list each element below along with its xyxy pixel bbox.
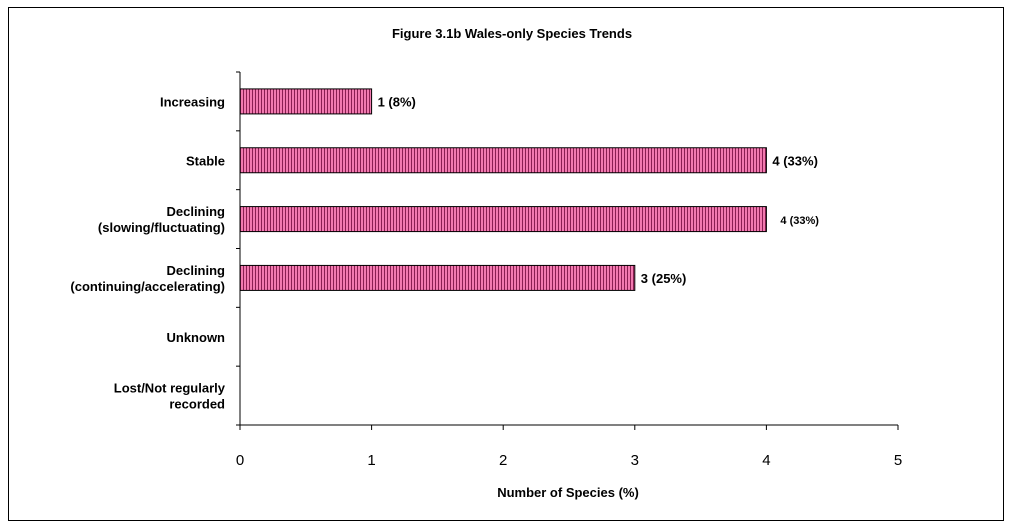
y-category-label: Lost/Not regularly bbox=[114, 381, 226, 396]
y-category-label: Declining bbox=[166, 263, 225, 278]
x-tick-label: 0 bbox=[236, 452, 244, 469]
plot-area: 0 1 2 3 4 5 Increasing 1 (8%) Stable 4 (33%) Decli… bbox=[70, 71, 902, 469]
y-category-label: recorded bbox=[169, 397, 225, 412]
y-category-label: Declining bbox=[166, 204, 225, 219]
bar bbox=[239, 147, 767, 174]
x-axis-label: Number of Species (%) bbox=[497, 485, 639, 500]
x-tick-label: 1 bbox=[367, 452, 375, 469]
x-tick-label: 4 bbox=[762, 452, 770, 469]
chart-title: Figure 3.1b Wales-only Species Trends bbox=[392, 26, 632, 41]
bar bbox=[239, 264, 636, 291]
data-label: 4 (33%) bbox=[772, 153, 818, 168]
x-tick-label: 5 bbox=[894, 452, 902, 469]
x-tick-label: 2 bbox=[499, 452, 507, 469]
y-category-label: Increasing bbox=[160, 94, 225, 109]
y-category-label: (slowing/fluctuating) bbox=[98, 220, 225, 235]
chart-frame bbox=[8, 7, 1004, 521]
y-category-label: (continuing/accelerating) bbox=[70, 279, 225, 294]
bar bbox=[239, 88, 373, 115]
data-label: 3 (25%) bbox=[641, 271, 687, 286]
y-category-label: Stable bbox=[186, 153, 225, 168]
y-category-label: Unknown bbox=[167, 330, 226, 345]
data-label: 4 (33%) bbox=[780, 215, 819, 227]
data-label: 1 (8%) bbox=[378, 94, 416, 109]
x-tick-label: 3 bbox=[631, 452, 639, 469]
bar bbox=[239, 206, 767, 233]
